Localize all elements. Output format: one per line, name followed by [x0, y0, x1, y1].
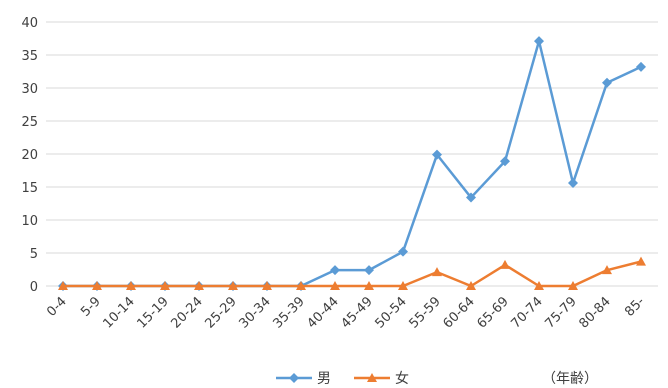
- data-point: [602, 77, 612, 88]
- data-point: [330, 281, 340, 290]
- x-tick-label: 30-34: [237, 294, 274, 331]
- legend: 男 女: [276, 370, 409, 387]
- legend-marker-male: [289, 373, 299, 383]
- data-point: [92, 281, 102, 290]
- data-point: [534, 36, 544, 47]
- x-tick-label: 35-39: [271, 294, 308, 331]
- legend-marker-female: [367, 373, 377, 382]
- series-group: [58, 36, 646, 291]
- x-axis-label: （年齢）: [542, 371, 598, 387]
- y-tick-label: 20: [21, 148, 38, 163]
- x-tick-label: 75-79: [543, 294, 580, 331]
- series-line-0: [63, 39, 642, 288]
- data-point: [398, 281, 408, 290]
- x-tick-label: 70-74: [509, 294, 546, 331]
- x-tick-label: 0-4: [44, 294, 70, 320]
- x-tick-label: 10-14: [101, 294, 138, 331]
- y-tick-label: 10: [21, 214, 38, 229]
- y-tick-label: 40: [21, 16, 38, 31]
- x-tick-label: 85-: [622, 294, 648, 320]
- data-point: [636, 61, 646, 72]
- data-point: [228, 281, 238, 290]
- data-point: [160, 281, 170, 290]
- data-point: [364, 265, 374, 276]
- data-point: [466, 192, 476, 203]
- legend-item-male: 男: [276, 371, 331, 387]
- gridlines: [46, 21, 658, 287]
- x-tick-label: 55-59: [407, 294, 444, 331]
- data-point: [262, 281, 272, 290]
- x-tick-label: 45-49: [339, 294, 376, 331]
- x-tick-label: 65-69: [475, 294, 512, 331]
- x-tick-label: 40-44: [305, 294, 342, 331]
- x-tick-label: 80-84: [577, 294, 614, 331]
- y-tick-label: 15: [21, 181, 38, 196]
- data-point: [330, 265, 340, 276]
- data-point: [432, 149, 442, 160]
- y-tick-label: 0: [30, 280, 38, 295]
- x-tick-label: 5-9: [78, 294, 104, 320]
- x-axis-ticks: 0-4 5-910-1415-1920-2425-2930-3435-3940-4…: [44, 294, 648, 332]
- legend-label-female: 女: [395, 370, 409, 387]
- data-point: [500, 259, 510, 269]
- data-point: [466, 281, 476, 290]
- data-point: [398, 246, 408, 257]
- legend-label-male: 男: [317, 371, 331, 387]
- y-tick-label: 5: [30, 247, 38, 262]
- y-tick-label: 30: [21, 82, 38, 97]
- x-tick-label: 15-19: [135, 294, 172, 331]
- y-axis-ticks: 0 5 10 15 20 25 30 35 40: [21, 16, 38, 295]
- data-point: [432, 267, 442, 277]
- y-tick-label: 25: [21, 115, 38, 130]
- data-point: [636, 256, 646, 266]
- data-point: [296, 281, 306, 290]
- x-tick-label: 25-29: [203, 294, 240, 331]
- series-line-1: [63, 260, 642, 288]
- data-point: [194, 281, 204, 290]
- data-point: [602, 265, 612, 275]
- data-point: [568, 281, 578, 290]
- legend-item-female: 女: [354, 370, 409, 387]
- x-tick-label: 60-64: [441, 294, 478, 331]
- y-tick-label: 35: [21, 49, 38, 64]
- data-point: [568, 178, 578, 189]
- x-tick-label: 50-54: [373, 294, 410, 331]
- data-point: [534, 281, 544, 290]
- data-point: [364, 281, 374, 290]
- data-point: [58, 281, 68, 290]
- data-point: [126, 281, 136, 290]
- data-point: [500, 156, 510, 167]
- x-tick-label: 20-24: [169, 294, 206, 331]
